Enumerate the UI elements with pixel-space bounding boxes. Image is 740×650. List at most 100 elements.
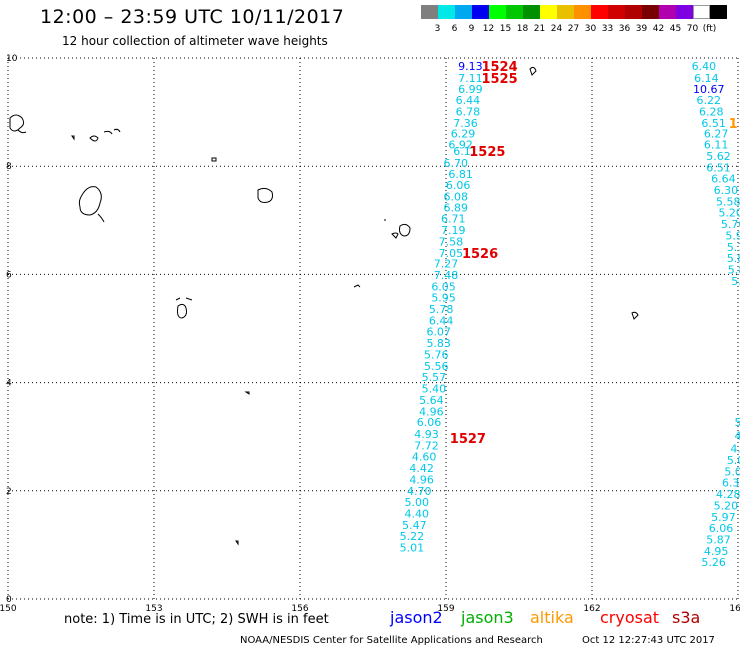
legend-label: 33	[601, 24, 614, 34]
y-tick-label: 8	[6, 162, 12, 172]
x-tick-label: 159	[437, 604, 454, 614]
wave-height-value: 7.05	[439, 247, 464, 260]
wave-height-value: 4	[735, 430, 740, 443]
island-outline	[235, 540, 239, 546]
wave-height-value: 6.07	[426, 326, 451, 339]
wave-height-value: 6.05	[431, 280, 456, 293]
wave-height-value: 4.70	[407, 485, 432, 498]
legend-swatch	[540, 5, 557, 19]
legend-label: 36	[618, 24, 631, 34]
wave-height-value: 6.51	[701, 117, 726, 130]
wave-height-value: 7.72	[414, 439, 439, 452]
wave-height-value: 6.44	[456, 94, 481, 107]
wave-height-value: 4.40	[405, 508, 430, 521]
x-tick-label: 156	[291, 604, 308, 614]
wave-height-value: 5.22	[400, 530, 425, 543]
wave-height-value: 5.8	[728, 264, 740, 277]
wave-height-value: 4.	[730, 443, 740, 456]
wave-height-value: 5	[735, 416, 740, 429]
legend-label: 27	[567, 24, 580, 34]
wave-height-value: 5.40	[422, 383, 447, 396]
wave-height-value: 5.20	[714, 499, 739, 512]
wave-height-value: 9.13	[458, 60, 483, 73]
island-outlines	[9, 66, 639, 546]
y-tick-label: 10	[6, 54, 18, 64]
legend-label: 39	[635, 24, 648, 34]
x-tick-label: 153	[145, 604, 162, 614]
wave-height-value: 6.64	[711, 173, 736, 186]
wave-height-value: 6.27	[704, 128, 729, 141]
wave-height-value: 4.93	[414, 428, 439, 441]
legend-swatch	[676, 5, 693, 19]
wave-height-value: 7.48	[434, 269, 459, 282]
wave-height-value: 6.06	[417, 416, 442, 429]
wave-height-value: 5.95	[431, 292, 456, 305]
legend-label: 42	[652, 24, 665, 34]
wave-height-value: 6.78	[456, 106, 481, 119]
legend-label: 24	[550, 24, 563, 34]
wave-height-value: 5.00	[405, 496, 430, 509]
wave-height-value: 6.51	[706, 161, 731, 174]
pass-time-label: 1526	[462, 247, 498, 262]
wave-height-value: 5.87	[706, 533, 731, 546]
legend-label: 9	[468, 24, 475, 34]
wave-height-value: 6.11	[453, 145, 478, 158]
wave-height-value: 7.19	[441, 224, 466, 237]
y-tick-label: 4	[6, 379, 12, 389]
island-outline	[244, 391, 250, 395]
wave-height-value: 6.22	[697, 94, 722, 107]
generated-timestamp: Oct 12 12:27:43 UTC 2017	[582, 635, 715, 646]
wave-height-value: 6.40	[692, 60, 717, 73]
wave-height-value: 6.28	[699, 106, 724, 119]
island-outline	[257, 187, 273, 203]
wave-height-value: 5.70	[721, 218, 740, 231]
legend-swatch	[523, 5, 540, 19]
island-outline	[631, 311, 639, 320]
legend-swatch	[438, 5, 455, 19]
island-outline	[529, 66, 537, 76]
wave-height-value: 4.28	[716, 488, 740, 501]
wave-height-value: 5.47	[402, 519, 427, 532]
legend-label: 18	[516, 24, 529, 34]
island-outline	[384, 219, 411, 239]
wave-height-value: 6.06	[446, 179, 471, 192]
island-outline	[211, 157, 217, 162]
wave-height-value: 5.64	[419, 394, 444, 407]
wave-height-value: 5.01	[400, 542, 425, 555]
wave-height-value: 6.11	[704, 139, 729, 152]
satellite-name-jason2: jason2	[390, 608, 443, 627]
wave-height-value: 4.96	[419, 405, 444, 418]
satellite-name-jason3: jason3	[461, 608, 514, 627]
map-title: 12:00 – 23:59 UTC 10/11/2017	[40, 6, 345, 28]
wave-height-value: 6.92	[448, 139, 473, 152]
island-outline	[353, 284, 361, 288]
legend-label: 12	[482, 24, 495, 34]
map-subtitle: 12 hour collection of altimeter wave hei…	[62, 34, 328, 48]
wave-height-value: 10.67	[693, 83, 725, 96]
legend-swatch	[557, 5, 574, 19]
pass-time-label: 1524	[481, 60, 517, 75]
pass-time-label: 1525	[469, 145, 505, 160]
legend-swatch	[608, 5, 625, 19]
wave-height-value: 4.42	[409, 462, 434, 475]
satellite-name-altika: altika	[530, 608, 574, 627]
wave-height-value: 5.26	[701, 556, 726, 569]
legend-label: 3	[434, 24, 441, 34]
wave-height-value: 6.3	[722, 477, 740, 490]
wave-height-value: 6.99	[458, 83, 483, 96]
legend-swatch	[489, 5, 506, 19]
legend-swatch	[472, 5, 489, 19]
wave-height-value: 6.70	[443, 157, 468, 170]
wave-height-value: 6.71	[441, 213, 466, 226]
wave-height-value: 7.36	[453, 117, 478, 130]
legend-label: 21	[533, 24, 546, 34]
y-tick-label: 0	[6, 595, 12, 605]
axis-labels: 150 153 156 159 162 165 0 2 4 6 8 10	[0, 54, 740, 614]
legend-swatch	[591, 5, 608, 19]
wave-height-value: 5.7	[727, 241, 740, 254]
pass-time-label: 1525	[481, 72, 517, 87]
credit-line: NOAA/NESDIS Center for Satellite Applica…	[240, 635, 543, 646]
wave-height-value: 5.56	[424, 360, 449, 373]
altimeter-track: 9.137.116.996.446.787.366.296.926.116.70…	[400, 60, 740, 569]
legend-label: 30	[584, 24, 597, 34]
